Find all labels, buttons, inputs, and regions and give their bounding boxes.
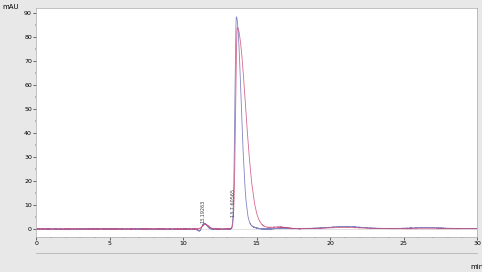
X-axis label: min: min bbox=[470, 264, 482, 270]
Y-axis label: mAU: mAU bbox=[2, 4, 18, 10]
Text: 13.7 60565: 13.7 60565 bbox=[231, 189, 236, 217]
Text: 13.19263: 13.19263 bbox=[201, 200, 205, 223]
